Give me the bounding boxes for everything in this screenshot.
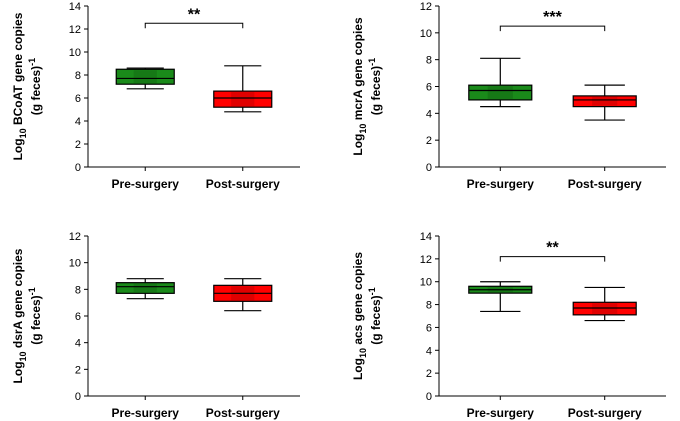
y-tick-label: 12 [420, 1, 432, 13]
y-tick-label: 6 [75, 93, 81, 105]
y-tick-label: 2 [75, 139, 81, 151]
significance-label: ** [188, 6, 201, 23]
y-tick-label: 8 [426, 55, 432, 67]
box-iqr [213, 90, 273, 108]
y-tick-label: 2 [75, 364, 81, 376]
panel-top-right: 0 2 4 6 8 10 12 Pre-surgery Post-surgery *** Log10… [351, 1, 666, 191]
y-tick-label: 14 [420, 231, 432, 243]
y-tick-label: 2 [426, 135, 432, 147]
bracket-line [499, 256, 606, 262]
y-tick-label: 10 [69, 258, 81, 270]
x-tick-label: Pre-surgery [467, 406, 535, 420]
y-tick-label: 14 [69, 1, 81, 13]
box-shade [133, 283, 157, 293]
box-post-surgery [572, 84, 637, 121]
y-tick-label: 10 [420, 28, 432, 40]
y-tick-label: 6 [426, 82, 432, 94]
y-tick-label: 0 [75, 162, 81, 174]
y-axis-label: Log10 acs gene copies (g feces)-1 [351, 252, 383, 380]
y-tick-label: 4 [75, 338, 81, 350]
box-pre-surgery [468, 281, 533, 313]
y-tick-label: 12 [69, 24, 81, 36]
y-axis-label: Log10 dsrA gene copies (g feces)-1 [11, 248, 43, 383]
y-axis-label: Log10 BCoAT gene copies (g feces)-1 [11, 12, 43, 160]
significance-bracket: ** [499, 240, 606, 262]
box-shade [231, 92, 255, 107]
significance-label: ** [546, 240, 559, 257]
y-tick-label: 4 [426, 345, 432, 357]
y-tick-label: 10 [420, 277, 432, 289]
box-pre-surgery [115, 67, 175, 90]
y-tick-label: 10 [69, 47, 81, 59]
y-tick-label: 12 [69, 231, 81, 243]
x-tick-label: Post-surgery [206, 177, 280, 191]
y-tick-label: 6 [75, 311, 81, 323]
y-tick-label: 8 [426, 300, 432, 312]
box-shade [592, 96, 618, 106]
x-tick-label: Pre-surgery [112, 406, 180, 420]
bracket-line [499, 25, 606, 32]
y-tick-label: 0 [75, 391, 81, 403]
x-tick-label: Post-surgery [568, 177, 642, 191]
box-iqr [115, 68, 175, 85]
y-tick-label: 4 [426, 108, 432, 120]
box-iqr [572, 95, 637, 108]
box-post-surgery [213, 278, 273, 312]
significance-bracket: *** [499, 9, 606, 32]
x-tick-label: Post-surgery [568, 406, 642, 420]
box-shade [133, 70, 157, 84]
x-tick-label: Pre-surgery [467, 177, 535, 191]
panel-bottom-right: 0 2 4 6 8 10 12 14 Pre-surgery Post-surgery ** Log1… [351, 231, 666, 420]
x-tick-label: Post-surgery [206, 406, 280, 420]
y-tick-label: 0 [426, 162, 432, 174]
box-pre-surgery [468, 57, 533, 108]
y-tick-label: 6 [426, 322, 432, 334]
box-iqr [468, 84, 533, 101]
y-tick-label: 4 [75, 116, 81, 128]
y-axis-label: Log10 mcrA gene copies (g feces)-1 [351, 17, 383, 156]
x-tick-label: Pre-surgery [112, 177, 180, 191]
box-pre-surgery [115, 278, 175, 300]
panel-bottom-left: 0 2 4 6 8 10 12 Pre-surgery Post-surgery Log10 ds… [11, 231, 300, 420]
y-tick-label: 8 [75, 284, 81, 296]
y-tick-label: 12 [420, 254, 432, 266]
panel-top-left: 0 2 4 6 8 10 12 14 Pre-surgery Post-surgery ** Log1… [11, 1, 300, 191]
box-shade [487, 86, 513, 99]
box-post-surgery [572, 286, 637, 322]
significance-label: *** [543, 9, 562, 26]
box-post-surgery [213, 65, 273, 113]
y-tick-label: 2 [426, 368, 432, 380]
y-tick-label: 8 [75, 70, 81, 82]
significance-bracket: ** [144, 6, 244, 29]
y-tick-label: 0 [426, 391, 432, 403]
bracket-line [144, 22, 244, 29]
box-iqr [115, 282, 175, 294]
